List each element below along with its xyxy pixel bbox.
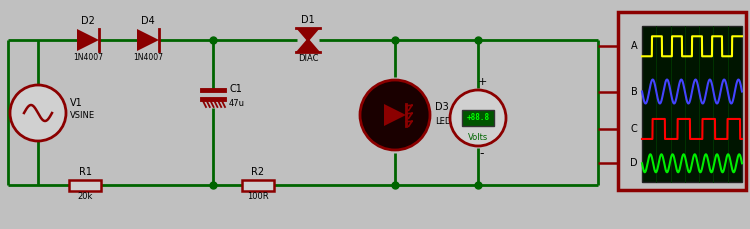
Text: +88.8: +88.8 — [466, 114, 490, 123]
FancyBboxPatch shape — [462, 110, 494, 126]
Text: +: + — [477, 77, 487, 87]
Text: D1: D1 — [301, 15, 315, 25]
Circle shape — [10, 85, 66, 141]
Text: A: A — [631, 41, 638, 51]
Text: C1: C1 — [229, 84, 242, 94]
FancyBboxPatch shape — [618, 12, 746, 190]
Text: R1: R1 — [79, 167, 92, 177]
Text: VSINE: VSINE — [70, 111, 95, 120]
Text: C: C — [631, 124, 638, 134]
Text: 1N4007: 1N4007 — [133, 53, 163, 62]
Polygon shape — [137, 29, 159, 51]
Circle shape — [360, 80, 430, 150]
Text: -: - — [480, 147, 484, 160]
Polygon shape — [296, 28, 320, 42]
Text: V1: V1 — [70, 98, 82, 108]
Text: R2: R2 — [251, 167, 265, 177]
Polygon shape — [384, 104, 406, 126]
Text: LED-BLUE: LED-BLUE — [435, 117, 476, 125]
Text: D3: D3 — [435, 102, 448, 112]
Text: DIAC: DIAC — [298, 54, 318, 63]
FancyBboxPatch shape — [642, 26, 742, 182]
Polygon shape — [77, 29, 99, 51]
Text: D4: D4 — [141, 16, 154, 26]
Text: D: D — [630, 158, 638, 168]
FancyBboxPatch shape — [242, 180, 274, 191]
FancyBboxPatch shape — [69, 180, 101, 191]
Text: B: B — [631, 87, 638, 96]
Circle shape — [450, 90, 506, 146]
Text: 1N4007: 1N4007 — [73, 53, 103, 62]
Text: D2: D2 — [81, 16, 95, 26]
Text: Volts: Volts — [468, 134, 488, 142]
Text: 100R: 100R — [248, 192, 268, 201]
Text: 20k: 20k — [77, 192, 93, 201]
Text: 47u: 47u — [229, 98, 245, 107]
Polygon shape — [296, 38, 320, 52]
